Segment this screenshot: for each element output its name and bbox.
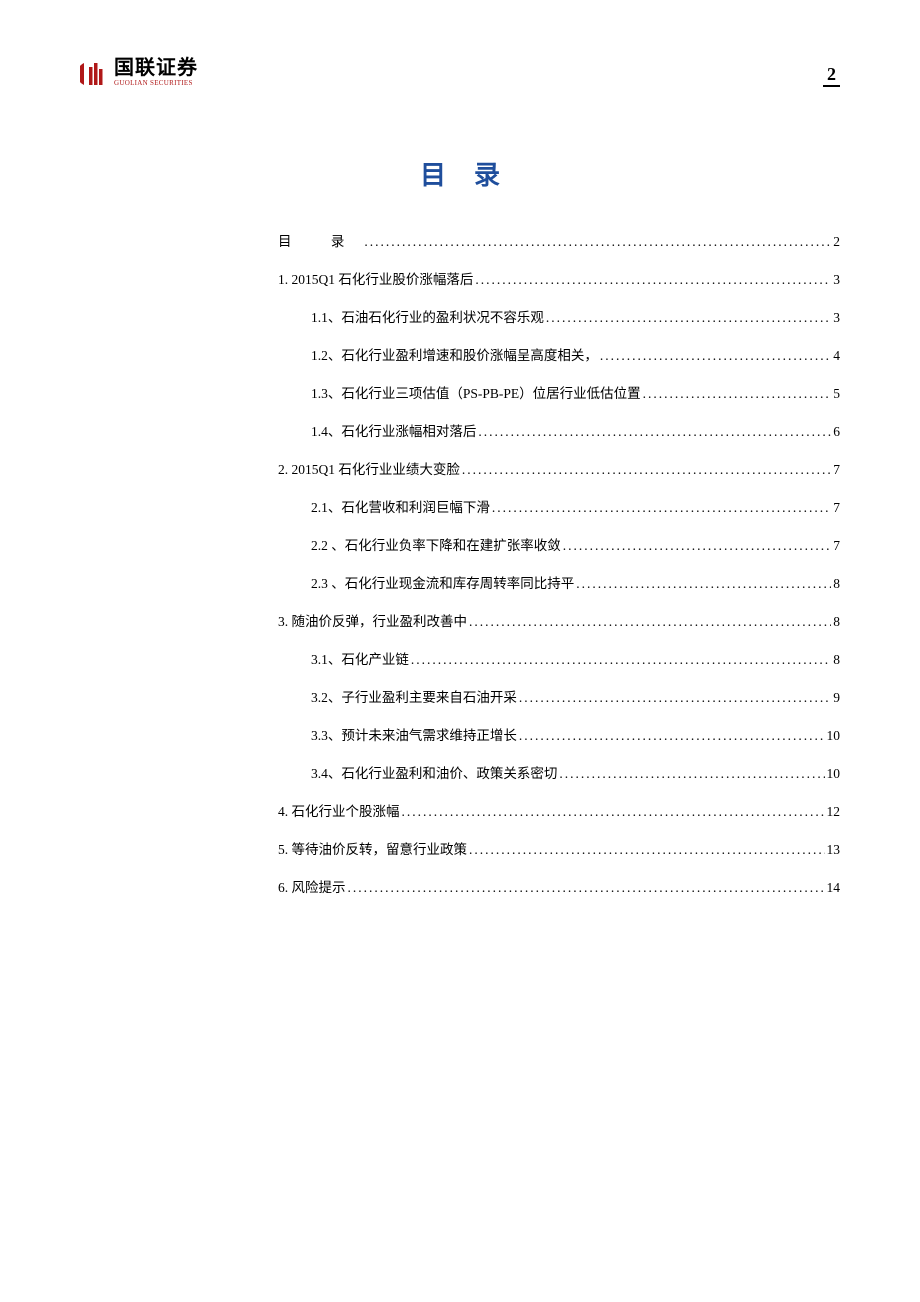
logo-zh: 国联证券 xyxy=(114,58,198,78)
toc-label: 3.2、子行业盈利主要来自石油开采 xyxy=(311,686,517,706)
toc-page: 7 xyxy=(833,538,840,554)
toc-dots xyxy=(475,272,831,288)
toc-subentry: 3.2、子行业盈利主要来自石油开采 9 xyxy=(278,686,840,706)
toc-label: 3.1、石化产业链 xyxy=(311,648,409,668)
toc-dots xyxy=(519,728,825,744)
toc-page: 2 xyxy=(833,234,840,250)
toc-label: 3.3、预计未来油气需求维持正增长 xyxy=(311,724,517,744)
toc-page: 10 xyxy=(827,728,841,744)
company-logo: 国联证券 GUOLIAN SECURITIES xyxy=(80,58,198,87)
toc-page: 4 xyxy=(833,348,840,364)
toc-dots xyxy=(469,614,831,630)
toc-body: 目 录 2 1. 2015Q1 石化行业股价涨幅落后 3 1.1、石油石化行业的… xyxy=(278,230,840,914)
toc-dots xyxy=(643,386,832,402)
toc-subentry: 1.4、石化行业涨幅相对落后 6 xyxy=(278,420,840,440)
toc-label: 2.1、石化营收和利润巨幅下滑 xyxy=(311,496,490,516)
logo-icon xyxy=(80,59,108,87)
toc-page: 13 xyxy=(827,842,841,858)
toc-entry-self: 目 录 2 xyxy=(278,230,840,250)
toc-page: 8 xyxy=(833,652,840,668)
toc-subentry: 2.2 、石化行业负率下降和在建扩张率收敛 7 xyxy=(278,534,840,554)
toc-dots xyxy=(559,766,824,782)
toc-label: 2.3 、石化行业现金流和库存周转率同比持平 xyxy=(311,572,574,592)
toc-label: 5. 等待油价反转，留意行业政策 xyxy=(278,838,467,858)
toc-label: 目 录 xyxy=(278,230,362,250)
toc-dots xyxy=(348,880,825,896)
toc-dots xyxy=(462,462,831,478)
toc-dots xyxy=(411,652,831,668)
toc-label: 2. 2015Q1 石化行业业绩大变脸 xyxy=(278,458,460,478)
toc-dots xyxy=(600,348,831,364)
toc-dots xyxy=(492,500,831,516)
toc-page: 14 xyxy=(827,880,841,896)
toc-page: 8 xyxy=(833,614,840,630)
toc-page: 6 xyxy=(833,424,840,440)
toc-subentry: 3.4、石化行业盈利和油价、政策关系密切 10 xyxy=(278,762,840,782)
toc-label: 1.2、石化行业盈利增速和股价涨幅呈高度相关， xyxy=(311,344,598,364)
toc-dots xyxy=(402,804,825,820)
toc-page: 3 xyxy=(833,272,840,288)
toc-subentry: 2.1、石化营收和利润巨幅下滑 7 xyxy=(278,496,840,516)
toc-title: 目录 xyxy=(0,155,920,192)
toc-dots xyxy=(478,424,831,440)
toc-dots xyxy=(546,310,831,326)
toc-page: 10 xyxy=(827,766,841,782)
toc-dots xyxy=(519,690,831,706)
toc-label: 1.1、石油石化行业的盈利状况不容乐观 xyxy=(311,306,544,326)
toc-subentry: 1.2、石化行业盈利增速和股价涨幅呈高度相关， 4 xyxy=(278,344,840,364)
toc-entry: 6. 风险提示 14 xyxy=(278,876,840,896)
toc-dots xyxy=(469,842,825,858)
toc-label: 1.4、石化行业涨幅相对落后 xyxy=(311,420,476,440)
toc-page: 3 xyxy=(833,310,840,326)
page-header: 国联证券 GUOLIAN SECURITIES 2 xyxy=(80,58,840,87)
page-number: 2 xyxy=(823,64,840,87)
logo-text: 国联证券 GUOLIAN SECURITIES xyxy=(114,58,198,87)
toc-page: 7 xyxy=(833,500,840,516)
toc-entry: 4. 石化行业个股涨幅 12 xyxy=(278,800,840,820)
logo-en: GUOLIAN SECURITIES xyxy=(114,80,198,87)
toc-page: 9 xyxy=(833,690,840,706)
toc-entry: 3. 随油价反弹，行业盈利改善中 8 xyxy=(278,610,840,630)
toc-subentry: 3.3、预计未来油气需求维持正增长 10 xyxy=(278,724,840,744)
toc-label: 4. 石化行业个股涨幅 xyxy=(278,800,400,820)
toc-label: 1.3、石化行业三项估值（PS-PB-PE）位居行业低估位置 xyxy=(311,382,641,402)
toc-label: 2.2 、石化行业负率下降和在建扩张率收敛 xyxy=(311,534,561,554)
toc-subentry: 1.1、石油石化行业的盈利状况不容乐观 3 xyxy=(278,306,840,326)
toc-entry: 5. 等待油价反转，留意行业政策 13 xyxy=(278,838,840,858)
toc-subentry: 2.3 、石化行业现金流和库存周转率同比持平 8 xyxy=(278,572,840,592)
toc-label: 6. 风险提示 xyxy=(278,876,346,896)
toc-page: 5 xyxy=(833,386,840,402)
toc-label: 1. 2015Q1 石化行业股价涨幅落后 xyxy=(278,268,473,288)
toc-dots xyxy=(364,234,831,250)
toc-subentry: 1.3、石化行业三项估值（PS-PB-PE）位居行业低估位置 5 xyxy=(278,382,840,402)
toc-entry: 1. 2015Q1 石化行业股价涨幅落后 3 xyxy=(278,268,840,288)
toc-subentry: 3.1、石化产业链 8 xyxy=(278,648,840,668)
toc-page: 8 xyxy=(833,576,840,592)
toc-dots xyxy=(563,538,832,554)
toc-label: 3.4、石化行业盈利和油价、政策关系密切 xyxy=(311,762,557,782)
toc-entry: 2. 2015Q1 石化行业业绩大变脸 7 xyxy=(278,458,840,478)
toc-label: 3. 随油价反弹，行业盈利改善中 xyxy=(278,610,467,630)
toc-page: 7 xyxy=(833,462,840,478)
toc-page: 12 xyxy=(827,804,841,820)
toc-dots xyxy=(576,576,831,592)
